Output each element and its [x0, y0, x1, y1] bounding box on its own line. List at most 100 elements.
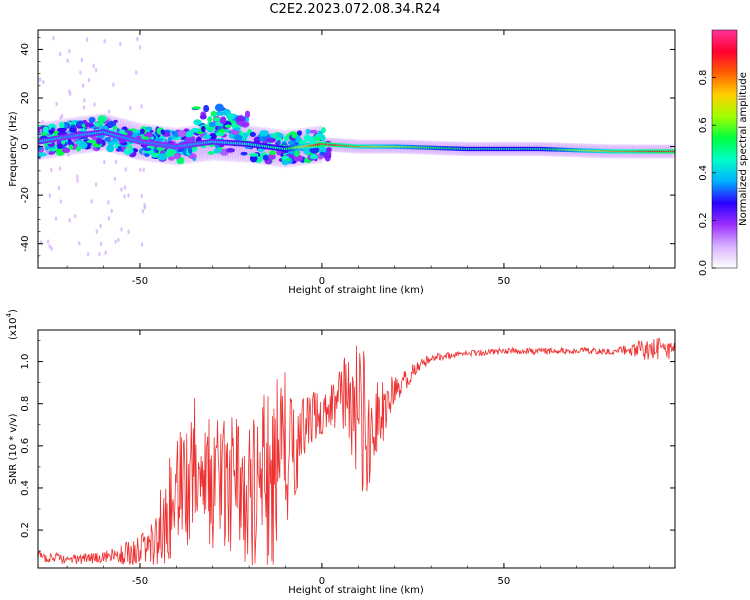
colorbar-tick-label: 0.0 [698, 260, 709, 276]
spectrogram-speckle [95, 229, 98, 234]
spectrogram-blob [38, 152, 48, 157]
spectrogram-ytick-label: -20 [20, 187, 31, 203]
spectrogram-blob [262, 154, 269, 161]
spectrogram-blob [177, 130, 187, 138]
spectrogram-speckle [99, 223, 102, 229]
colorbar-tick-label: 0.8 [698, 70, 709, 86]
spectrogram-speckle [107, 109, 111, 114]
spectrogram-blob [167, 156, 175, 161]
spectrogram-blob [125, 130, 133, 137]
spectrogram-speckle [58, 166, 62, 171]
spectrogram-speckle [120, 187, 123, 192]
spectrogram-blob [70, 124, 76, 129]
snr-xlabel: Height of straight line (km) [288, 585, 424, 596]
spectrogram-speckle [85, 37, 89, 42]
spectrogram-speckle [60, 113, 64, 119]
spectrogram-blob [154, 137, 164, 142]
spectrogram-xtick-label: 50 [498, 276, 511, 287]
spectrogram-ytick-label: 20 [20, 92, 31, 105]
spectrogram-blob [248, 152, 259, 157]
spectrogram-speckle [93, 102, 96, 107]
spectrogram-ytick-label: 40 [20, 43, 31, 56]
spectrogram-speckle [119, 41, 122, 47]
spectrogram-blob [224, 124, 232, 128]
spectrogram-blob [210, 110, 217, 118]
spectrogram-blob [173, 153, 181, 160]
snr-frame [37, 329, 676, 569]
spectrogram-speckle [46, 239, 50, 244]
spectrogram-blob [193, 119, 202, 126]
snr-ylabel: SNR (10 * v/v) [8, 413, 19, 484]
spectrogram-speckle [38, 77, 42, 82]
spectrogram-blob [166, 148, 173, 157]
spectrogram-blob [259, 130, 269, 137]
spectrogram-blob [201, 125, 206, 133]
spectrogram-speckle [79, 70, 82, 75]
spectrogram-speckle [91, 145, 94, 151]
spectrogram-blob [207, 117, 213, 122]
spectrogram-speckle [142, 167, 145, 173]
spectrogram-blob [76, 145, 81, 152]
spectrogram-blob [188, 146, 193, 155]
spectrogram-blob [58, 121, 65, 129]
spectrogram-blob [293, 154, 304, 162]
spectrogram-blob [281, 159, 289, 166]
colorbar-tick-label: 0.6 [698, 117, 709, 133]
spectrogram-blob [243, 132, 249, 139]
spectrogram-blob [294, 150, 300, 157]
spectrogram-panel: -50 0 50 -40 -20 0 20 40 Height of straight li… [8, 29, 676, 296]
spectrogram-blob [225, 128, 231, 134]
spectrogram-blob [276, 139, 281, 145]
spectrogram-speckle [39, 128, 43, 134]
spectrogram-blob [84, 122, 94, 128]
spectrogram-blob [192, 106, 201, 110]
colorbar-label: Normalized spectral amplitude [738, 72, 749, 226]
spectrogram-blob [184, 131, 194, 138]
spectrogram-speckle [90, 199, 93, 204]
spectrogram-speckle [41, 119, 44, 124]
spectrogram-speckle [117, 237, 120, 243]
spectrogram-speckle [92, 63, 95, 69]
spectrogram-speckle [140, 193, 144, 199]
spectrogram-blob [297, 130, 302, 136]
spectrogram-blob [88, 116, 96, 124]
spectrogram-blob [233, 127, 241, 131]
spectrogram-speckle [94, 182, 98, 187]
spectrogram-speckle [50, 246, 53, 251]
spectrogram-speckle [142, 150, 145, 155]
spectrogram-blob [86, 139, 96, 144]
spectrogram-blob [249, 131, 256, 138]
spectrogram-speckle [76, 178, 79, 183]
snr-ytick-label: 0.8 [20, 396, 31, 412]
spectrogram-speckle [86, 252, 90, 257]
spectrogram-blob [275, 132, 284, 138]
spectrogram-blob [315, 136, 321, 142]
spectrogram-speckle [94, 67, 98, 73]
snr-ytick-label: 1.0 [20, 354, 31, 370]
spectrogram-speckle [127, 193, 130, 198]
spectrogram-blob [305, 128, 311, 135]
spectrogram-blob [68, 144, 74, 150]
spectrogram-speckle [78, 241, 81, 246]
spectrogram-speckle [126, 146, 130, 151]
spectrogram-blob [214, 111, 225, 116]
snr-multiplier-base: (x10 [8, 317, 19, 340]
spectrogram-blob [42, 126, 49, 134]
spectrogram-blob [287, 140, 295, 146]
spectrogram-blob [281, 155, 290, 160]
spectrogram-blob [266, 137, 276, 143]
spectrogram-xtick-label: 0 [319, 276, 325, 287]
spectrogram-speckle [136, 36, 139, 42]
spectrogram-blob [117, 145, 123, 152]
spectrogram-speckle [68, 218, 71, 223]
spectrogram-speckle [107, 200, 110, 205]
spectrogram-speckle [87, 78, 91, 83]
spectrogram-speckle [114, 239, 117, 244]
spectrogram-blob [244, 110, 251, 119]
spectrogram-ylabel: Frequency (Hz) [8, 111, 19, 187]
spectrogram-speckle [103, 39, 106, 44]
spectrogram-blob [249, 155, 258, 163]
spectrogram-blob [139, 128, 145, 135]
spectrogram-blob [151, 152, 160, 158]
